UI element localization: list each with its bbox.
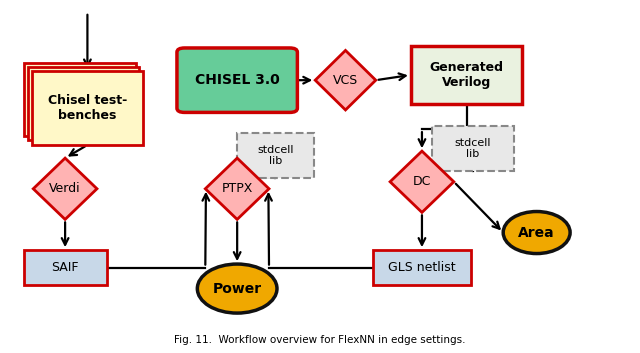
FancyBboxPatch shape — [28, 67, 140, 140]
Text: VCS: VCS — [333, 74, 358, 87]
Text: DC: DC — [413, 175, 431, 188]
Text: Fig. 11.  Workflow overview for FlexNN in edge settings.: Fig. 11. Workflow overview for FlexNN in… — [174, 335, 466, 345]
FancyBboxPatch shape — [237, 133, 314, 178]
Ellipse shape — [197, 264, 277, 313]
Text: Verdi: Verdi — [49, 182, 81, 195]
Text: Area: Area — [518, 226, 555, 240]
Polygon shape — [316, 50, 376, 110]
Polygon shape — [390, 151, 454, 213]
Polygon shape — [205, 158, 269, 220]
FancyBboxPatch shape — [31, 71, 143, 145]
Text: stdcell
lib: stdcell lib — [257, 145, 294, 166]
Text: CHISEL 3.0: CHISEL 3.0 — [195, 73, 280, 87]
Text: GLS netlist: GLS netlist — [388, 261, 456, 274]
Text: Generated
Verilog: Generated Verilog — [429, 61, 504, 89]
FancyBboxPatch shape — [177, 48, 298, 112]
FancyBboxPatch shape — [24, 63, 136, 136]
FancyBboxPatch shape — [372, 250, 471, 285]
Text: stdcell
lib: stdcell lib — [454, 138, 491, 159]
Ellipse shape — [503, 211, 570, 253]
Text: SAIF: SAIF — [51, 261, 79, 274]
Text: PTPX: PTPX — [221, 182, 253, 195]
Text: Power: Power — [212, 282, 262, 295]
FancyBboxPatch shape — [431, 126, 515, 171]
FancyBboxPatch shape — [411, 46, 522, 104]
Polygon shape — [33, 158, 97, 220]
Text: Chisel test-
benches: Chisel test- benches — [48, 94, 127, 122]
FancyBboxPatch shape — [24, 250, 106, 285]
